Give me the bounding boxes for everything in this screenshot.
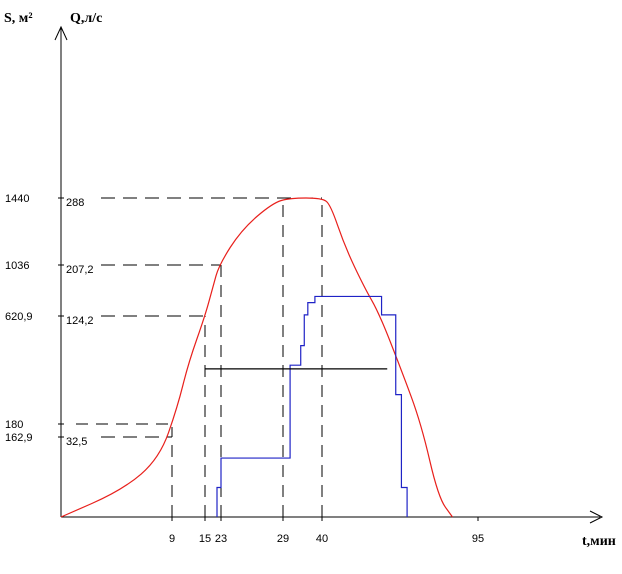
- y-tick-label-area: 180: [5, 419, 23, 431]
- y-axis-title-area: S, м²: [4, 11, 33, 26]
- y-tick-label-area: 1036: [5, 260, 29, 272]
- y-tick-label-flow: 32,5: [66, 436, 87, 448]
- x-tick-label: 23: [215, 533, 227, 545]
- x-tick-label: 29: [277, 533, 289, 545]
- y-tick-label-flow: 124,2: [66, 315, 94, 327]
- series-line-1: [216, 295, 408, 517]
- y-tick-label-flow: 288: [66, 197, 84, 209]
- y-tick-label-flow: 207,2: [66, 264, 94, 276]
- x-tick-label: 15: [199, 533, 211, 545]
- x-tick-label: 95: [472, 533, 484, 545]
- x-tick-label: 40: [316, 533, 328, 545]
- y-tick-label-area: 1440: [5, 193, 29, 205]
- series-line-0: [60, 197, 453, 518]
- x-tick-label: 9: [169, 533, 175, 545]
- y-axis-title-flow: Q,л/с: [70, 11, 102, 26]
- y-axis-arrow: [54, 25, 68, 41]
- y-tick-label-area: 620,9: [5, 311, 33, 323]
- y-tick-label-area: 162,9: [5, 432, 33, 444]
- x-axis-arrow: [589, 510, 604, 524]
- x-axis-title: t,мин: [582, 534, 616, 549]
